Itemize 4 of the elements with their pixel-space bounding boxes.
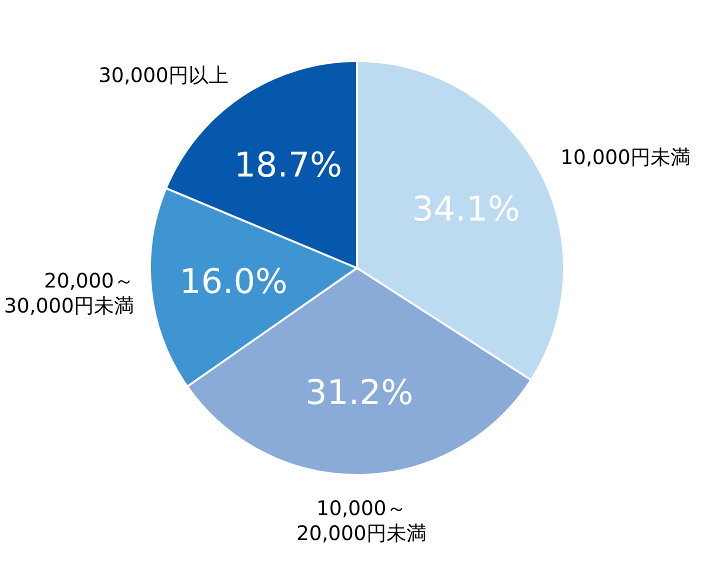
data-label: 34.1% (412, 190, 520, 230)
data-label: 18.7% (234, 146, 342, 186)
data-label: 16.0% (180, 262, 288, 302)
data-label: 31.2% (305, 373, 414, 414)
